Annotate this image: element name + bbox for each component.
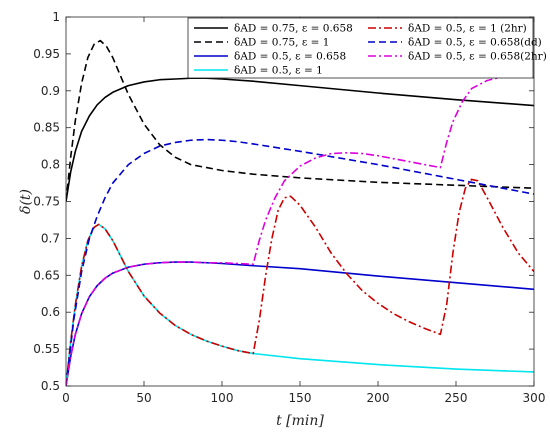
y-tick-label: 0.7 — [41, 231, 60, 245]
y-tick-label: 0.95 — [33, 47, 60, 61]
legend-box — [187, 17, 534, 79]
legend-entry-label: δAD = 0.75, ε = 1 — [234, 37, 329, 49]
ticks-layer: 0 50 100 150 200 250 300 0.5 0.55 0.6 0.65 0.7 0.75 0… — [33, 10, 545, 405]
x-tick-label: 250 — [445, 391, 468, 405]
legend: δAD = 0.75, ε = 0.658 δAD = 0.75, ε = 1 δA… — [187, 17, 547, 79]
legend-entry-label: δAD = 0.5, ε = 0.658(2hr) — [408, 51, 547, 63]
series-line-3 — [66, 261, 534, 386]
series-line-5 — [66, 178, 534, 386]
series-layer — [66, 39, 534, 386]
y-tick-label: 1 — [52, 10, 60, 24]
y-tick-label: 0.9 — [41, 84, 60, 98]
legend-entry-label: δAD = 0.5, ε = 1 — [234, 65, 323, 77]
y-tick-label: 0.75 — [33, 195, 60, 209]
x-axis-label: t [min] — [276, 413, 324, 429]
series-line-2 — [66, 39, 534, 202]
x-tick-label: 50 — [136, 391, 151, 405]
y-tick-label: 0.8 — [41, 158, 60, 172]
y-tick-label: 0.55 — [33, 342, 60, 356]
legend-entry-label: δAD = 0.5, ε = 1 (2hr) — [408, 23, 527, 35]
x-tick-label: 300 — [523, 391, 546, 405]
y-tick-label: 0.5 — [41, 379, 60, 393]
x-tick-label: 200 — [367, 391, 390, 405]
legend-entry-label: δAD = 0.75, ε = 0.658 — [234, 23, 353, 35]
x-tick-label: 0 — [62, 391, 70, 405]
y-tick-label: 0.65 — [33, 268, 60, 282]
series-line-6 — [66, 138, 534, 386]
y-axis-label: δ(t) — [18, 189, 34, 214]
x-tick-label: 150 — [289, 391, 312, 405]
legend-entry-label: δAD = 0.5, ε = 0.658 — [234, 51, 346, 63]
series-line-4 — [66, 223, 534, 386]
series-line-7 — [66, 75, 534, 386]
legend-entry-label: δAD = 0.5, ε = 0.658(dd) — [408, 37, 542, 49]
x-tick-label: 100 — [211, 391, 234, 405]
y-tick-label: 0.85 — [33, 121, 60, 135]
y-tick-label: 0.6 — [41, 305, 60, 319]
series-line-1 — [66, 77, 534, 202]
